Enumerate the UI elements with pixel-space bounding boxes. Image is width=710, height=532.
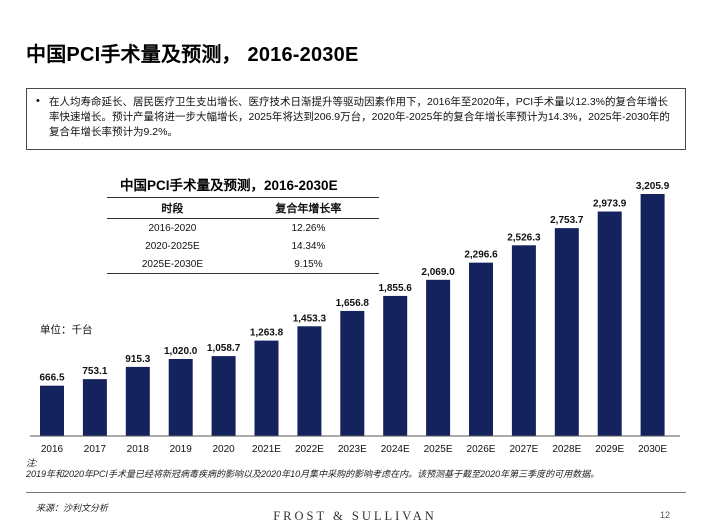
summary-text: 在人均寿命延长、居民医疗卫生支出增长、医疗技术日渐提升等驱动因素作用下，2016…	[49, 96, 670, 138]
value-labels-group: 666.5 753.1 915.3 1,020.0 1,058.7 1,263.8 1,45…	[39, 181, 669, 384]
value-label-2029E: 2,973.9	[593, 199, 627, 210]
value-label-2021E: 1,263.8	[250, 328, 284, 339]
x-tick-label-2019: 2019	[170, 444, 193, 455]
bar-2029E	[597, 211, 622, 436]
x-tick-label-2017: 2017	[84, 444, 107, 455]
x-tick-labels-group: 2016 2017 2018 2019 2020 2021E 2022E 2023E 2024E…	[41, 444, 668, 455]
value-label-2018: 915.3	[125, 354, 150, 365]
cagr-header: 复合年增长率	[237, 197, 379, 219]
footer-divider	[26, 492, 686, 493]
value-label-2020: 1,058.7	[207, 343, 241, 354]
value-label-2028E: 2,753.7	[550, 215, 584, 226]
cagr-cell: 14.34%	[291, 240, 326, 252]
bullet-icon: •	[36, 95, 40, 107]
value-label-2026E: 2,296.6	[464, 250, 498, 261]
period-cell: 2020-2025E	[145, 240, 200, 252]
x-tick-label-2022E: 2022E	[295, 444, 324, 455]
bar-2020	[211, 356, 236, 436]
period-cell: 2025E-2030E	[107, 255, 238, 274]
value-label-2017: 753.1	[82, 366, 107, 377]
value-label-2027E: 2,526.3	[507, 232, 541, 243]
x-tick-label-2028E: 2028E	[552, 444, 581, 455]
unit-label: 单位：千台	[40, 324, 93, 336]
cagr-table-row: 2016-2020 12.26%	[107, 219, 379, 238]
x-tick-label-2026E: 2026E	[467, 444, 496, 455]
summary-box: • 在人均寿命延长、居民医疗卫生支出增长、医疗技术日渐提升等驱动因素作用下，20…	[26, 88, 686, 150]
bar-2016	[40, 385, 64, 436]
cagr-table-row: 2020-2025E 14.34%	[107, 237, 379, 255]
value-label-2030E: 3,205.9	[636, 181, 670, 192]
cagr-cell: 12.26%	[291, 222, 326, 234]
bar-2023E	[340, 310, 365, 436]
cagr-table-header-row: 时段 复合年增长率	[107, 197, 379, 219]
inset-table-title: 中国PCI手术量及预测，2016-2030E	[120, 178, 338, 193]
bar-2026E	[469, 262, 493, 436]
bar-2017	[82, 379, 107, 436]
x-tick-label-2021E: 2021E	[252, 444, 281, 455]
cagr-cell: 9.15%	[237, 255, 379, 274]
bar-2021E	[254, 340, 279, 436]
note-text: 2019年和2020年PCI手术量已经将新冠病毒疾病的影响以及2020年10月集…	[26, 469, 600, 479]
bar-2028E	[554, 228, 579, 436]
page-title: 中国PCI手术量及预测， 2016-2030E	[26, 44, 359, 66]
x-tick-label-2030E: 2030E	[638, 444, 667, 455]
cagr-table-row: 2025E-2030E 9.15%	[107, 255, 379, 274]
period-cell: 2016-2020	[148, 222, 197, 234]
bar-2024E	[383, 295, 408, 436]
x-tick-label-2029E: 2029E	[595, 444, 624, 455]
bar-2019	[168, 359, 193, 436]
source-text: 来源：沙利文分析	[36, 503, 109, 513]
value-label-2024E: 1,855.6	[379, 283, 413, 294]
x-tick-label-2025E: 2025E	[424, 444, 453, 455]
brand-wordmark: FROST & SULLIVAN	[273, 509, 437, 523]
x-tick-label-2024E: 2024E	[381, 444, 410, 455]
x-tick-label-2023E: 2023E	[338, 444, 367, 455]
note-label: 注:	[26, 458, 38, 468]
x-tick-label-2018: 2018	[127, 444, 150, 455]
page-number: 12	[659, 510, 670, 520]
bar-2025E	[426, 279, 451, 436]
value-label-2025E: 2,069.0	[421, 267, 455, 278]
period-header: 时段	[107, 197, 238, 219]
bars-group	[40, 194, 665, 436]
value-label-2022E: 1,453.3	[293, 313, 327, 324]
value-label-2019: 1,020.0	[164, 346, 198, 357]
bar-2030E	[640, 194, 665, 436]
bar-2022E	[297, 326, 322, 436]
x-tick-label-2016: 2016	[41, 444, 64, 455]
bar-2027E	[511, 245, 536, 436]
value-label-2016: 666.5	[39, 373, 64, 384]
bar-2018	[125, 366, 150, 436]
x-tick-label-2020: 2020	[212, 444, 235, 455]
value-label-2023E: 1,656.8	[336, 298, 370, 309]
cagr-table: 时段 复合年增长率 2016-2020 12.26% 2020-2025E 14…	[107, 197, 379, 274]
x-tick-label-2027E: 2027E	[509, 444, 538, 455]
